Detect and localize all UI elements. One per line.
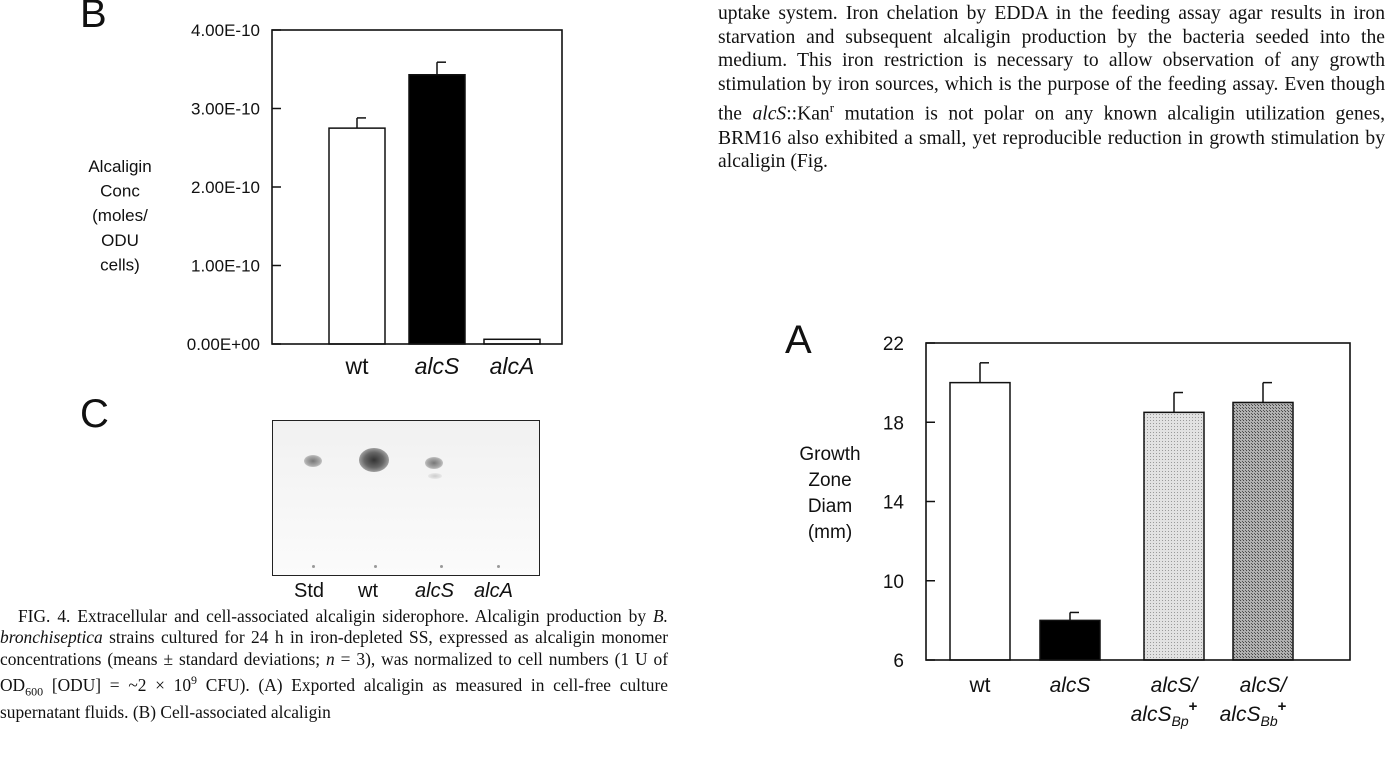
y-axis-label-line: (moles/: [92, 206, 148, 225]
tlc-spot-wt: [359, 448, 389, 472]
x-category-label: wt: [345, 353, 370, 379]
y-axis-label-line: ODU: [101, 231, 139, 250]
tlc-lane-alca: alcA: [474, 580, 513, 602]
bar-wt: [328, 127, 386, 345]
body-text-2: ::Kan: [786, 103, 830, 125]
x-category-label: wt: [969, 674, 991, 697]
plot-frame: [925, 342, 1351, 661]
chart-b: 0.00E+00 1.00E-10 2.00E-10 3.00E-10 4.00E-10…: [88, 21, 563, 379]
y-tick-label: 4.00E-10: [191, 21, 260, 40]
tlc-origin-alcs: [440, 565, 443, 568]
x-category-label: alcS/: [1240, 674, 1289, 697]
bar-alcS: [408, 73, 466, 345]
x-category-label: alcS/: [1151, 674, 1200, 697]
x-category-label-line2: alcSBb+: [1220, 698, 1287, 729]
tlc-lane-std: Std: [294, 580, 325, 602]
caption-od-subscript: 600: [25, 684, 44, 699]
body-superscript-r: r: [829, 100, 835, 116]
caption-text-5: CFU). (A) Exported alcaligin as measured…: [0, 674, 669, 723]
body-text-1: uptake system. Iron chelation by EDDA in…: [718, 3, 1385, 125]
y-axis-label-line: Alcaligin: [88, 157, 151, 176]
chart-a: 6 10 14 18 22 Growth Zone Diam (mm) wt alcS alcS/al…: [799, 334, 1351, 729]
y-axis-label-line: Diam: [808, 496, 852, 517]
bar-2: [1039, 619, 1101, 661]
caption-species: B. bronchiseptica: [0, 606, 668, 648]
y-tick-label: 1.00E-10: [191, 257, 260, 276]
x-category-label: alcS: [415, 353, 460, 379]
bar-3: [1143, 411, 1205, 661]
body-text-3: mutation is not polar on any known alcal…: [718, 103, 1385, 173]
caption-text-3: = 3), was normalized to cell numbers (1 …: [0, 648, 668, 695]
figure-caption: FIG. 4. Extracellular and cell-associate…: [0, 606, 668, 724]
caption-text-2: strains cultured for 24 h in iron-deplet…: [0, 627, 668, 669]
caption-text-4: [ODU] = ~2 × 10: [43, 674, 192, 695]
x-category-label: alcS: [1050, 674, 1091, 697]
y-tick-label: 22: [883, 334, 904, 355]
tlc-origin-std: [312, 565, 315, 568]
panel-letter-a: A: [785, 318, 812, 362]
x-category-label: alcA: [490, 353, 535, 379]
y-axis-label-line: Zone: [808, 470, 851, 491]
tlc-spot-alcs: [425, 457, 443, 469]
plot-frame: [271, 29, 563, 345]
y-tick-label: 14: [883, 493, 905, 514]
y-tick-label: 18: [883, 413, 904, 434]
x-category-label-line2: alcSBp+: [1131, 698, 1198, 729]
y-tick-label: 10: [883, 572, 904, 593]
panel-letter-c: C: [80, 392, 109, 436]
panel-letter-b: B: [80, 0, 107, 36]
y-axis-label-line: (mm): [808, 522, 852, 543]
y-tick-label: 3.00E-10: [191, 100, 260, 119]
bar-4: [1232, 401, 1294, 661]
body-paragraph: uptake system. Iron chelation by EDDA in…: [718, 2, 1385, 174]
tlc-origin-alca: [497, 565, 500, 568]
y-axis-label-line: cells): [100, 255, 140, 274]
y-axis-label-line: Conc: [100, 182, 140, 201]
tlc-lane-wt: wt: [358, 580, 378, 602]
caption-exponent: 9: [191, 672, 198, 687]
body-gene-name: alcS: [752, 103, 787, 125]
tlc-spot-std: [304, 455, 322, 467]
bar-1: [949, 381, 1011, 661]
tlc-lane-alcs: alcS: [415, 580, 454, 602]
caption-text-1: FIG. 4. Extracellular and cell-associate…: [18, 606, 654, 626]
y-tick-label: 0.00E+00: [187, 335, 260, 354]
y-tick-label: 2.00E-10: [191, 178, 260, 197]
tlc-plate: [272, 420, 540, 576]
caption-n-variable: n: [326, 648, 335, 669]
y-tick-label: 6: [893, 651, 904, 672]
tlc-origin-wt: [374, 565, 377, 568]
tlc-spot-alcs-faint: [428, 473, 442, 479]
y-axis-label-line: Growth: [799, 444, 860, 465]
